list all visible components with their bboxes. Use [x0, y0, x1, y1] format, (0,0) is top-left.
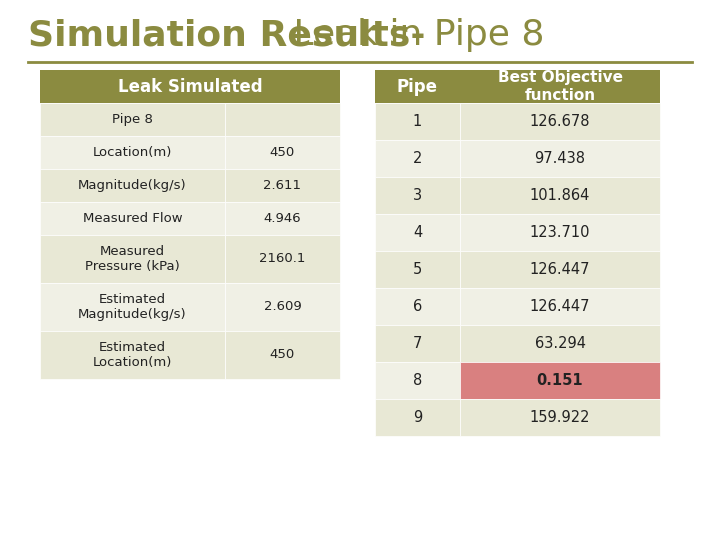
FancyBboxPatch shape [375, 140, 460, 177]
FancyBboxPatch shape [375, 251, 460, 288]
Text: 9: 9 [413, 410, 422, 425]
Text: 7: 7 [413, 336, 422, 351]
FancyBboxPatch shape [375, 362, 460, 399]
FancyBboxPatch shape [460, 140, 660, 177]
Text: 2.611: 2.611 [264, 179, 302, 192]
Text: 6: 6 [413, 299, 422, 314]
Text: Location(m): Location(m) [93, 146, 172, 159]
Text: Simulation Results-: Simulation Results- [28, 18, 426, 52]
Text: 2.609: 2.609 [264, 300, 302, 314]
FancyBboxPatch shape [375, 70, 460, 103]
FancyBboxPatch shape [40, 169, 225, 202]
Text: 126.678: 126.678 [530, 114, 590, 129]
FancyBboxPatch shape [225, 169, 340, 202]
FancyBboxPatch shape [460, 288, 660, 325]
Text: Pipe: Pipe [397, 78, 438, 96]
FancyBboxPatch shape [40, 235, 225, 283]
Text: 8: 8 [413, 373, 422, 388]
Text: 3: 3 [413, 188, 422, 203]
FancyBboxPatch shape [375, 325, 460, 362]
FancyBboxPatch shape [225, 235, 340, 283]
FancyBboxPatch shape [460, 399, 660, 436]
FancyBboxPatch shape [460, 70, 660, 103]
FancyBboxPatch shape [225, 136, 340, 169]
Text: 126.447: 126.447 [530, 299, 590, 314]
Text: Estimated
Magnitude(kg/s): Estimated Magnitude(kg/s) [78, 293, 186, 321]
FancyBboxPatch shape [460, 362, 660, 399]
FancyBboxPatch shape [375, 177, 460, 214]
Text: Measured
Pressure (kPa): Measured Pressure (kPa) [85, 245, 180, 273]
Text: 123.710: 123.710 [530, 225, 590, 240]
Text: 5: 5 [413, 262, 422, 277]
FancyBboxPatch shape [460, 325, 660, 362]
FancyBboxPatch shape [225, 331, 340, 379]
Text: 97.438: 97.438 [534, 151, 585, 166]
FancyBboxPatch shape [225, 103, 340, 136]
FancyBboxPatch shape [40, 103, 225, 136]
Text: 101.864: 101.864 [530, 188, 590, 203]
Text: 63.294: 63.294 [534, 336, 585, 351]
Text: Leak Simulated: Leak Simulated [117, 78, 262, 96]
FancyBboxPatch shape [40, 136, 225, 169]
Text: Pipe 8: Pipe 8 [112, 113, 153, 126]
FancyBboxPatch shape [225, 202, 340, 235]
FancyBboxPatch shape [40, 331, 225, 379]
Text: 4: 4 [413, 225, 422, 240]
FancyBboxPatch shape [375, 399, 460, 436]
FancyBboxPatch shape [40, 202, 225, 235]
Text: Best Objective
function: Best Objective function [498, 70, 623, 103]
Text: 450: 450 [270, 348, 295, 361]
Text: Magnitude(kg/s): Magnitude(kg/s) [78, 179, 186, 192]
Text: 1: 1 [413, 114, 422, 129]
FancyBboxPatch shape [460, 251, 660, 288]
Text: 126.447: 126.447 [530, 262, 590, 277]
Text: 4.946: 4.946 [264, 212, 301, 225]
FancyBboxPatch shape [460, 177, 660, 214]
Text: 0.151: 0.151 [536, 373, 583, 388]
FancyBboxPatch shape [225, 283, 340, 331]
FancyBboxPatch shape [375, 103, 460, 140]
Text: 450: 450 [270, 146, 295, 159]
FancyBboxPatch shape [375, 288, 460, 325]
Text: 2: 2 [413, 151, 422, 166]
Text: 2160.1: 2160.1 [259, 253, 306, 266]
Text: Leak in Pipe 8: Leak in Pipe 8 [282, 18, 544, 52]
FancyBboxPatch shape [40, 283, 225, 331]
Text: Measured Flow: Measured Flow [83, 212, 182, 225]
FancyBboxPatch shape [40, 70, 340, 103]
Text: Estimated
Location(m): Estimated Location(m) [93, 341, 172, 369]
Text: 159.922: 159.922 [530, 410, 590, 425]
FancyBboxPatch shape [460, 103, 660, 140]
FancyBboxPatch shape [460, 214, 660, 251]
FancyBboxPatch shape [375, 214, 460, 251]
